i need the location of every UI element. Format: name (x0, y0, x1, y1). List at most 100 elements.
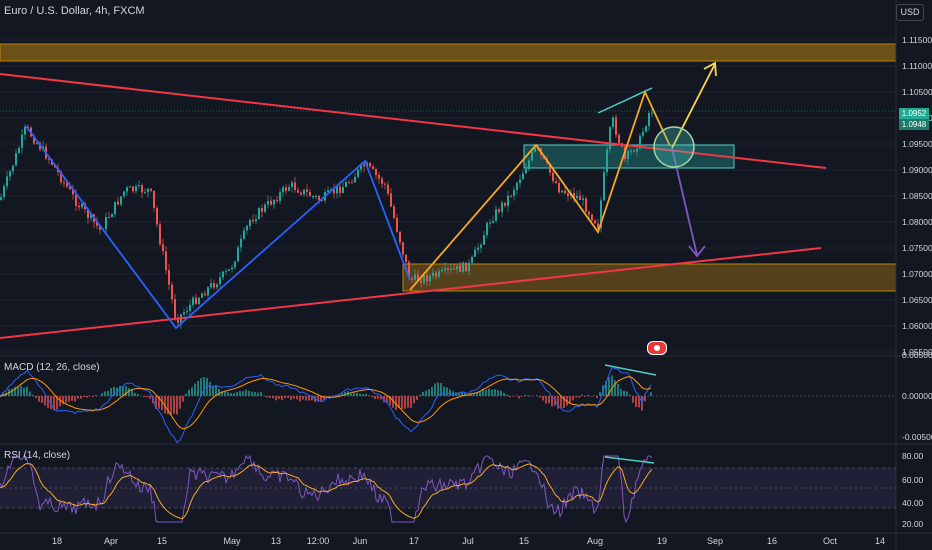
candle-body (81, 203, 83, 208)
candle-body (351, 182, 353, 184)
macd-bar (620, 389, 622, 396)
candle-body (303, 189, 305, 195)
candle-body (129, 186, 131, 188)
macd-bar (230, 393, 232, 396)
candle-body (507, 195, 509, 206)
candle-body (561, 190, 563, 193)
macd-bar (431, 387, 433, 396)
macd-signal-line (0, 376, 652, 430)
time-axis[interactable]: 18 Apr 15 May 13 12:00 Jun 17 Jul 15 Aug 19 Sep 16 Oct… (52, 536, 885, 546)
macd-bar (365, 393, 367, 396)
macd-bar (224, 391, 226, 396)
macd-bar (53, 396, 55, 411)
last-price-tag: 1.0952 (899, 108, 929, 119)
macd-bar (77, 396, 79, 399)
candle-body (246, 225, 248, 231)
candle-body (393, 206, 395, 218)
macd-bar (395, 396, 397, 411)
macd-bar (452, 391, 454, 396)
candle-body (648, 113, 650, 127)
macd-bar (80, 396, 82, 399)
macd-bar (257, 392, 259, 396)
macd-bar (110, 388, 112, 396)
rsi-axis: 80.00 60.00 40.00 20.00 (902, 451, 924, 529)
candle-body (189, 304, 191, 312)
candle-body (309, 191, 311, 197)
candle-body (123, 191, 125, 197)
macd-bar (518, 396, 520, 399)
candle-body (384, 183, 386, 185)
candle-body (528, 160, 530, 169)
candle-body (639, 135, 641, 149)
macd-bar (107, 391, 109, 396)
candle-body (297, 190, 299, 193)
macd-label[interactable]: MACD (12, 26, close) (4, 362, 100, 373)
macd-bar (170, 396, 172, 416)
orange-zigzag-pattern[interactable] (409, 89, 671, 291)
time-tick-label: 12:00 (307, 536, 330, 546)
macd-bar (374, 396, 376, 399)
candle-body (126, 187, 128, 192)
candle-body (417, 274, 419, 281)
bullish-projection-arrow[interactable] (671, 63, 716, 149)
candle-body (258, 207, 260, 220)
macd-bar (29, 391, 31, 396)
macd-bar (437, 382, 439, 396)
macd-bar (614, 380, 616, 396)
currency-selector[interactable]: USD (896, 4, 924, 21)
macd-bar (284, 396, 286, 399)
price-tick-label: 1.09000 (902, 165, 932, 175)
macd-bar (68, 396, 70, 402)
candle-body (489, 222, 491, 224)
candle-body (492, 220, 494, 223)
macd-bar (542, 396, 544, 401)
macd-bar (239, 391, 241, 396)
macd-bar (389, 396, 391, 406)
macd-bar (503, 392, 505, 396)
rsi-label[interactable]: RSI (14, close) (4, 450, 71, 461)
macd-bar (266, 396, 268, 398)
macd-bar (479, 391, 481, 396)
candle-body (165, 251, 167, 270)
descending-trendline[interactable] (0, 73, 827, 169)
macd-bar (182, 396, 184, 402)
candle-body (525, 168, 527, 174)
macd-bar (86, 396, 88, 398)
candle-body (141, 185, 143, 193)
macd-bar (62, 396, 64, 405)
macd-bar (623, 390, 625, 396)
candle-body (33, 136, 35, 144)
macd-bar (200, 378, 202, 396)
macd-axis: 0.00500 0.00000 -0.00500 (902, 350, 932, 442)
candle-body (264, 204, 266, 212)
candle-body (408, 261, 410, 279)
macd-bar (578, 396, 580, 398)
retest-circle[interactable] (653, 126, 695, 168)
ascending-trendline[interactable] (0, 247, 822, 339)
candle-body (411, 278, 413, 280)
candle-body (315, 196, 317, 198)
macd-bar (350, 393, 352, 396)
macd-bar (605, 381, 607, 396)
macd-bar (308, 396, 310, 401)
candle-body (336, 186, 338, 194)
bearish-projection-arrow[interactable] (671, 147, 698, 256)
macd-bar (299, 396, 301, 402)
macd-bar (188, 389, 190, 396)
candle-body (138, 185, 140, 187)
blue-zigzag-pattern[interactable] (25, 125, 411, 330)
time-tick-label: Sep (707, 536, 723, 546)
candle-body (576, 195, 578, 199)
candle-body (276, 199, 278, 201)
candle-body (201, 293, 203, 298)
macd-bar (584, 396, 586, 397)
macd-bar (263, 395, 265, 396)
candle-body (192, 297, 194, 305)
time-tick-label: 15 (157, 536, 167, 546)
macd-bar (482, 389, 484, 396)
candle-body (48, 158, 50, 160)
event-flag-icon[interactable] (647, 341, 667, 355)
candle-body (459, 265, 461, 273)
macd-bar (23, 387, 25, 396)
